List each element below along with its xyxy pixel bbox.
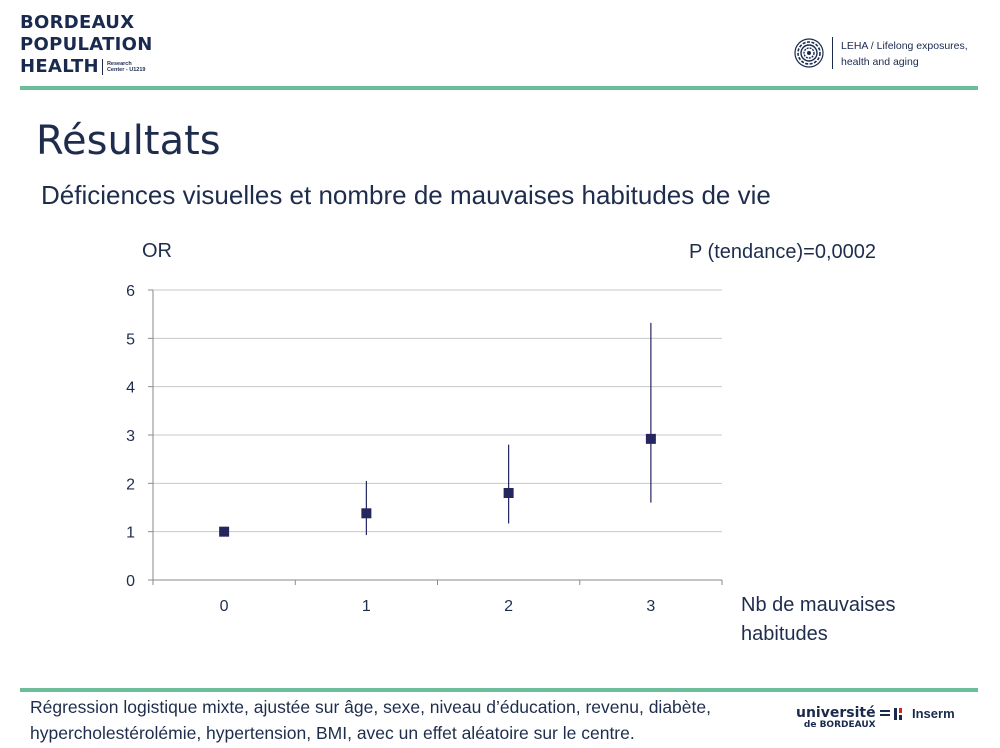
y-tick-label: 3 bbox=[126, 428, 135, 445]
slide-subtitle: Déficiences visuelles et nombre de mauva… bbox=[41, 180, 771, 210]
y-tick-label: 5 bbox=[126, 331, 135, 348]
x-tick-label: 0 bbox=[220, 598, 229, 615]
brand-logo: BORDEAUX POPULATION HEALTH Research Cent… bbox=[20, 12, 153, 78]
or-marker bbox=[219, 526, 230, 537]
y-axis-label: OR bbox=[142, 240, 172, 262]
slide-title: Résultats bbox=[36, 118, 221, 164]
y-tick-label: 0 bbox=[126, 573, 135, 590]
brand-sub-line: Center - U1219 bbox=[106, 67, 146, 73]
x-axis-label: habitudes bbox=[741, 623, 828, 645]
brand-line: HEALTH bbox=[20, 56, 99, 77]
bottom-accent-rule bbox=[20, 688, 978, 692]
top-accent-rule bbox=[20, 86, 978, 90]
footnote-line: hypercholestérolémie, hypertension, BMI,… bbox=[30, 723, 635, 743]
ub-logo-line: université bbox=[796, 705, 876, 721]
or-marker bbox=[645, 433, 656, 444]
leha-line: LEHA / Lifelong exposures, bbox=[841, 40, 968, 52]
y-tick-label: 2 bbox=[126, 476, 135, 493]
or-marker bbox=[361, 508, 372, 519]
brand-sub-line: Research bbox=[106, 61, 132, 67]
x-tick-label: 1 bbox=[362, 598, 371, 615]
brand-line: BORDEAUX bbox=[20, 12, 135, 33]
inserm-emblem-icon bbox=[880, 707, 902, 720]
ub-logo-line: de BORDEAUX bbox=[803, 720, 876, 730]
leha-label: LEHA / Lifelong exposures, health and ag… bbox=[841, 38, 968, 70]
inserm-label: Inserm bbox=[912, 706, 955, 721]
footnote-line: Régression logistique mixte, ajustée sur… bbox=[30, 697, 711, 717]
y-tick-label: 6 bbox=[126, 283, 135, 300]
trend-p-value: P (tendance)=0,0002 bbox=[689, 241, 876, 263]
y-tick-label: 1 bbox=[126, 525, 135, 542]
x-axis-label: Nb de mauvaises bbox=[741, 594, 896, 616]
x-tick-label: 2 bbox=[504, 598, 513, 615]
y-tick-label: 4 bbox=[126, 380, 135, 397]
universite-bordeaux-logo: université de BORDEAUX bbox=[796, 706, 876, 730]
leha-spiral-icon bbox=[794, 38, 824, 68]
or-marker bbox=[503, 488, 514, 498]
x-tick-label: 3 bbox=[646, 598, 655, 615]
leha-separator bbox=[832, 37, 833, 69]
footnote: Régression logistique mixte, ajustée sur… bbox=[30, 694, 711, 746]
leha-line: health and aging bbox=[841, 56, 919, 68]
brand-line: POPULATION bbox=[20, 34, 153, 55]
inserm-logo: Inserm bbox=[880, 706, 955, 721]
